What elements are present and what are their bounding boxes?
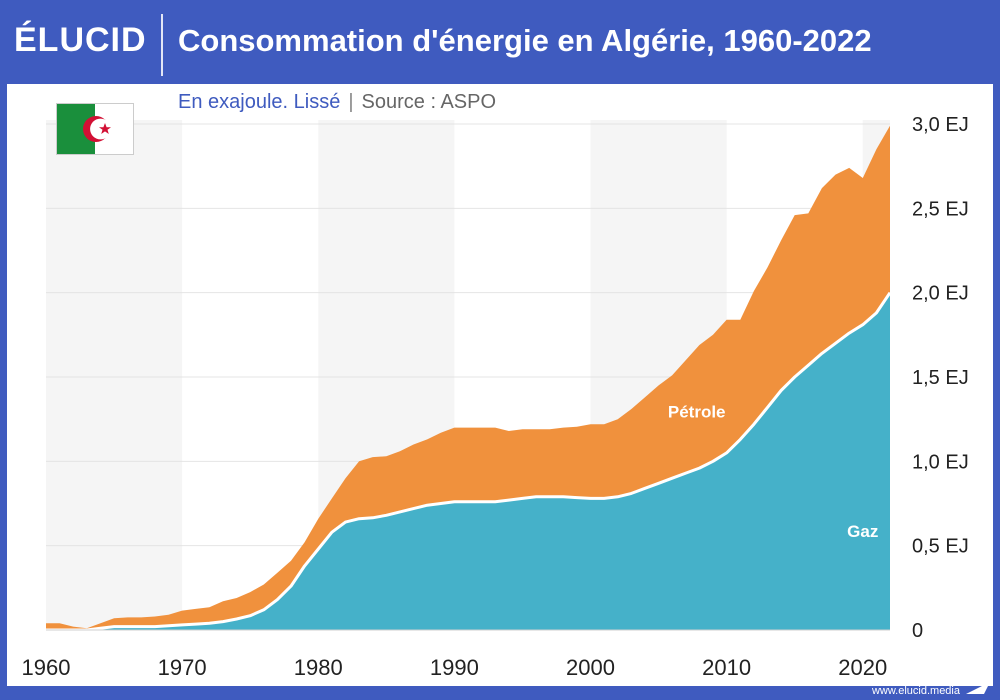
- y-tick-label: 3,0 EJ: [912, 114, 969, 136]
- y-tick-label: 2,0 EJ: [912, 283, 969, 305]
- y-tick-label: 1,5 EJ: [912, 367, 969, 389]
- unit-note: En exajoule. Lissé: [178, 91, 341, 113]
- chart-title: Consommation d'énergie en Algérie, 1960-…: [178, 23, 872, 58]
- elucid-mark-icon: [966, 682, 990, 694]
- y-tick-label: 1,0 EJ: [912, 451, 969, 473]
- x-tick-label: 1990: [430, 655, 479, 680]
- area-gaz: [46, 292, 890, 630]
- y-tick-label: 2,5 EJ: [912, 198, 969, 220]
- decade-band: [46, 120, 183, 630]
- chart-subtitle: En exajoule. Lissé | Source : ASPO: [178, 88, 496, 116]
- subtitle-separator: |: [348, 91, 354, 113]
- algeria-flag-icon: [56, 103, 134, 155]
- source-note: Source : ASPO: [361, 91, 497, 113]
- brand-logo[interactable]: ÉLUCID: [14, 21, 147, 59]
- x-tick-label: 1970: [158, 655, 207, 680]
- gaz-boundary-line: [46, 291, 892, 632]
- y-tick-label: 0: [912, 620, 923, 642]
- x-tick-label: 2020: [838, 655, 887, 680]
- x-tick-label: 2010: [702, 655, 751, 680]
- area-petrole: [46, 125, 890, 630]
- footer-site-link[interactable]: www.elucid.media: [871, 685, 960, 697]
- brand-divider: [161, 14, 163, 76]
- x-tick-label: 1960: [22, 655, 71, 680]
- series-label-gaz: Gaz: [847, 522, 878, 541]
- y-tick-label: 0,5 EJ: [912, 536, 969, 558]
- x-tick-label: 1980: [294, 655, 343, 680]
- x-tick-label: 2000: [566, 655, 615, 680]
- header-bar: ÉLUCID Consommation d'énergie en Algérie…: [0, 0, 1000, 84]
- stacked-area-chart: 0 0,5 EJ 1,0 EJ 1,5 EJ 2,0 EJ 2,5 EJ 3,0 EJ 196…: [22, 114, 969, 680]
- chart-panel: 0 0,5 EJ 1,0 EJ 1,5 EJ 2,0 EJ 2,5 EJ 3,0 EJ 196…: [7, 84, 993, 686]
- series-label-petrole: Pétrole: [668, 402, 726, 421]
